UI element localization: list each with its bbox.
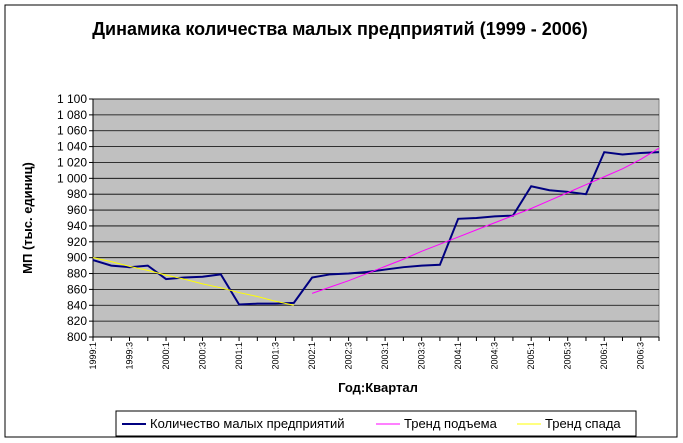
y-tick-label: 900	[67, 251, 87, 265]
x-tick-label: 2005:1	[526, 342, 536, 370]
x-tick-label: 2001:1	[234, 342, 244, 370]
y-tick-label: 860	[67, 282, 87, 296]
legend-label: Тренд подъема	[404, 416, 498, 431]
x-tick-label: 2002:1	[307, 342, 317, 370]
x-tick-label: 2003:3	[417, 342, 427, 370]
x-tick-label: 2004:1	[453, 342, 463, 370]
y-axis-label: МП (тыс. единиц)	[20, 162, 35, 274]
series-line	[311, 147, 660, 294]
y-tick-label: 880	[67, 267, 87, 281]
y-tick-label: 920	[67, 235, 87, 249]
y-tick-label: 820	[67, 314, 87, 328]
x-tick-label: 2001:3	[271, 342, 281, 370]
x-tick-label: 2006:1	[599, 342, 609, 370]
y-tick-label: 1 080	[57, 108, 87, 122]
x-axis-label: Год:Квартал	[338, 380, 418, 395]
x-tick-label: 2006:3	[636, 342, 646, 370]
legend-label: Количество малых предприятий	[150, 416, 344, 431]
series-line	[92, 257, 294, 306]
y-tick-label: 1 000	[57, 171, 87, 185]
y-tick-label: 1 020	[57, 155, 87, 169]
x-tick-label: 2002:3	[344, 342, 354, 370]
y-tick-label: 980	[67, 187, 87, 201]
x-tick-label: 2004:3	[490, 342, 500, 370]
x-tick-label: 1999:1	[88, 342, 98, 370]
chart-title: Динамика количества малых предприятий (1…	[92, 19, 588, 39]
y-tick-label: 1 100	[57, 92, 87, 106]
plot-area	[92, 98, 660, 338]
y-tick-label: 840	[67, 298, 87, 312]
y-tick-label: 1 060	[57, 124, 87, 138]
legend-label: Тренд спада	[545, 416, 621, 431]
y-tick-label: 960	[67, 203, 87, 217]
series-line	[92, 151, 660, 306]
x-tick-label: 2005:3	[563, 342, 573, 370]
y-tick-label: 940	[67, 219, 87, 233]
x-tick-label: 2003:1	[380, 342, 390, 370]
y-tick-label: 800	[67, 330, 87, 344]
x-tick-label: 1999:3	[125, 342, 135, 370]
x-tick-label: 2000:1	[161, 342, 171, 370]
y-tick-label: 1 040	[57, 140, 87, 154]
x-tick-label: 2000:3	[198, 342, 208, 370]
